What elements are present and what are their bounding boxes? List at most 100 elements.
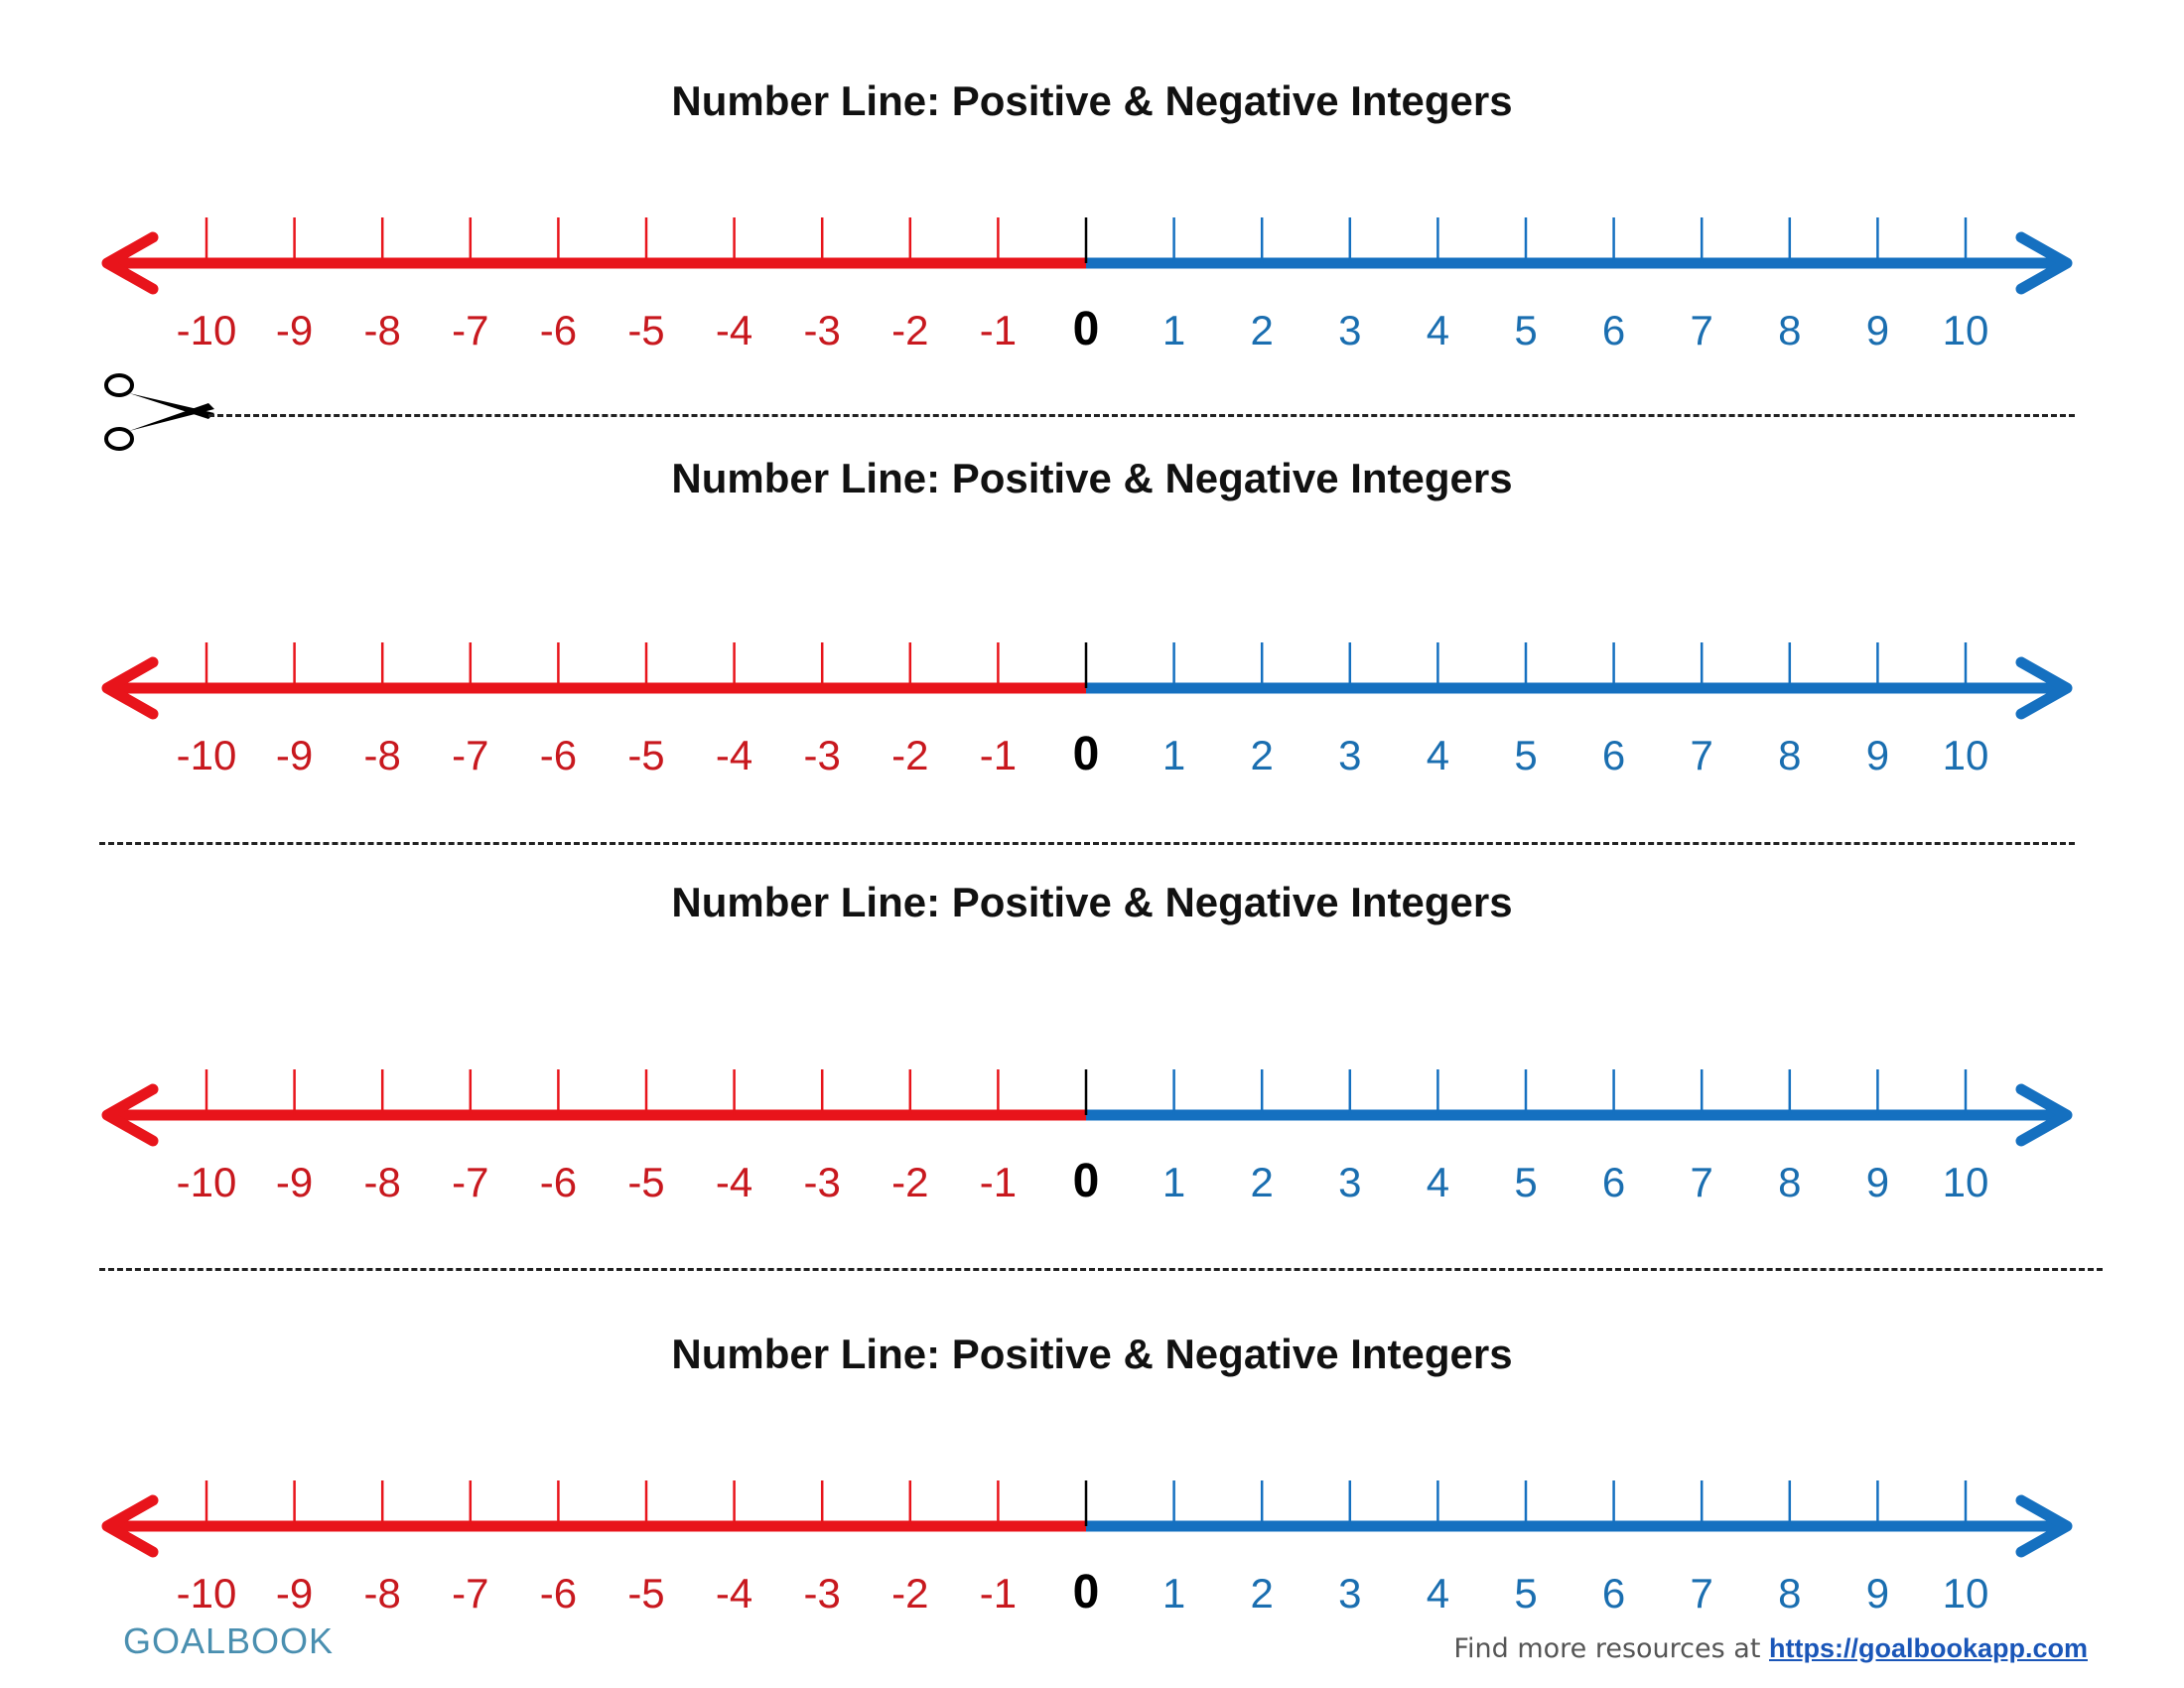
tick-label: -7 — [452, 1159, 488, 1205]
tick-label: 7 — [1691, 1159, 1713, 1205]
tick-label: -4 — [716, 1159, 752, 1205]
tick-label: 1 — [1162, 1159, 1185, 1205]
tick-label: 10 — [1943, 732, 1989, 778]
tick-label: 8 — [1778, 307, 1801, 353]
cut-line-2 — [99, 842, 2075, 845]
tick-label: 8 — [1778, 732, 1801, 778]
tick-label: -7 — [452, 307, 488, 353]
tick-label: 2 — [1251, 1570, 1274, 1617]
tick-label: 0 — [1073, 1566, 1100, 1618]
tick-label: -2 — [891, 1570, 928, 1617]
tick-label: 9 — [1866, 1159, 1889, 1205]
tick-label: -6 — [540, 307, 577, 353]
right-arrow — [2015, 231, 2073, 295]
strip-1-title: Number Line: Positive & Negative Integer… — [671, 77, 1513, 124]
tick-label: 10 — [1943, 307, 1989, 353]
tick-label: -5 — [627, 1570, 664, 1617]
tick-label: 9 — [1866, 307, 1889, 353]
strip-3-title: Number Line: Positive & Negative Integer… — [671, 879, 1513, 925]
tick-label: -6 — [540, 1570, 577, 1617]
tick-label: 0 — [1073, 303, 1100, 355]
right-arrow — [2015, 656, 2073, 720]
tick-label: 10 — [1943, 1159, 1989, 1205]
tick-label: 2 — [1251, 307, 1274, 353]
tick-label: -9 — [276, 1570, 313, 1617]
tick-label: 5 — [1514, 1159, 1537, 1205]
tick-label: 7 — [1691, 307, 1713, 353]
tick-label: -7 — [452, 732, 488, 778]
tick-label: 7 — [1691, 1570, 1713, 1617]
goalbook-logo: GOALBOOK — [123, 1620, 335, 1661]
number-line-1: -10 -9 -8 -7 -6 -5 -4 -3 -2 -1 0 1 2 3 4 5 6 7 8 9 10 — [101, 217, 2073, 355]
tick-label: -1 — [980, 307, 1017, 353]
number-line-2: -10 -9 -8 -7 -6 -5 -4 -3 -2 -1 0 1 2 3 4 5 6 7 8 9 10 — [101, 642, 2073, 780]
tick-label: -8 — [364, 1570, 401, 1617]
cut-line-1 — [208, 414, 2075, 417]
left-arrow — [101, 1083, 159, 1147]
tick-label: 4 — [1427, 307, 1449, 353]
tick-label: 1 — [1162, 732, 1185, 778]
tick-label: -8 — [364, 307, 401, 353]
tick-label: 9 — [1866, 1570, 1889, 1617]
tick-label: -5 — [627, 307, 664, 353]
tick-label: 10 — [1943, 1570, 1989, 1617]
tick-label: 4 — [1427, 1570, 1449, 1617]
tick-label: -3 — [804, 307, 841, 353]
tick-label: 5 — [1514, 732, 1537, 778]
tick-label: 6 — [1602, 1159, 1625, 1205]
tick-label: -7 — [452, 1570, 488, 1617]
number-line-3: -10 -9 -8 -7 -6 -5 -4 -3 -2 -1 0 1 2 3 4 5 6 7 8 9 10 — [101, 1069, 2073, 1207]
tick-label: 5 — [1514, 307, 1537, 353]
tick-label: 3 — [1338, 1159, 1361, 1205]
footer: Find more resources at https://goalbooka… — [1453, 1633, 2088, 1664]
tick-label: -5 — [627, 732, 664, 778]
tick-label: 0 — [1073, 1155, 1100, 1207]
tick-label: -10 — [177, 1159, 237, 1205]
tick-label: -1 — [980, 1159, 1017, 1205]
tick-label: 2 — [1251, 1159, 1274, 1205]
tick-label: 8 — [1778, 1570, 1801, 1617]
tick-label: -6 — [540, 732, 577, 778]
tick-label: 1 — [1162, 1570, 1185, 1617]
tick-label: 2 — [1251, 732, 1274, 778]
tick-label: 9 — [1866, 732, 1889, 778]
cut-line-3 — [99, 1268, 2103, 1271]
tick-label: 7 — [1691, 732, 1713, 778]
tick-label: -6 — [540, 1159, 577, 1205]
tick-label: -3 — [804, 1159, 841, 1205]
tick-label: -9 — [276, 732, 313, 778]
tick-label: -4 — [716, 307, 752, 353]
left-arrow — [101, 1494, 159, 1558]
tick-label: 0 — [1073, 728, 1100, 780]
tick-label: -1 — [980, 1570, 1017, 1617]
tick-label: -1 — [980, 732, 1017, 778]
tick-label: 5 — [1514, 1570, 1537, 1617]
footer-text: Find more resources at — [1453, 1633, 1761, 1664]
tick-label: 4 — [1427, 732, 1449, 778]
tick-label: 3 — [1338, 307, 1361, 353]
tick-label: 3 — [1338, 1570, 1361, 1617]
tick-label: -4 — [716, 732, 752, 778]
tick-label: 3 — [1338, 732, 1361, 778]
tick-label: -4 — [716, 1570, 752, 1617]
tick-label: -8 — [364, 1159, 401, 1205]
tick-label: -3 — [804, 732, 841, 778]
tick-label: -9 — [276, 307, 313, 353]
tick-label: 6 — [1602, 307, 1625, 353]
left-arrow — [101, 231, 159, 295]
tick-label: -5 — [627, 1159, 664, 1205]
tick-label: 6 — [1602, 1570, 1625, 1617]
tick-label: 4 — [1427, 1159, 1449, 1205]
tick-label: -2 — [891, 307, 928, 353]
tick-label: 8 — [1778, 1159, 1801, 1205]
scissors-icon — [104, 373, 214, 451]
footer-link[interactable]: https://goalbookapp.com — [1769, 1633, 2088, 1663]
left-arrow — [101, 656, 159, 720]
tick-label: -10 — [177, 307, 237, 353]
tick-label: -8 — [364, 732, 401, 778]
tick-label: -10 — [177, 732, 237, 778]
tick-label: -3 — [804, 1570, 841, 1617]
number-line-4: -10 -9 -8 -7 -6 -5 -4 -3 -2 -1 0 1 2 3 4 5 6 7 8 9 10 — [101, 1480, 2073, 1618]
right-arrow — [2015, 1083, 2073, 1147]
tick-label: -10 — [177, 1570, 237, 1617]
